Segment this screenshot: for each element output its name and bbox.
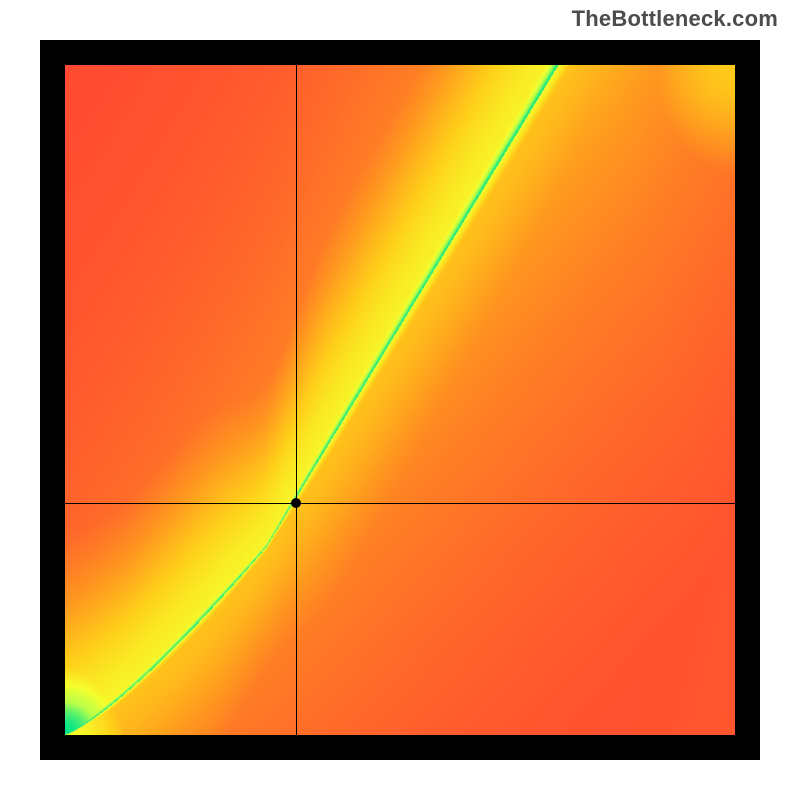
attribution-text: TheBottleneck.com xyxy=(572,6,778,32)
crosshair-horizontal xyxy=(65,503,735,504)
crosshair-vertical xyxy=(296,65,297,735)
plot-frame xyxy=(40,40,760,760)
figure-container: TheBottleneck.com xyxy=(0,0,800,800)
heatmap-canvas xyxy=(65,65,735,735)
data-point-marker xyxy=(291,498,301,508)
